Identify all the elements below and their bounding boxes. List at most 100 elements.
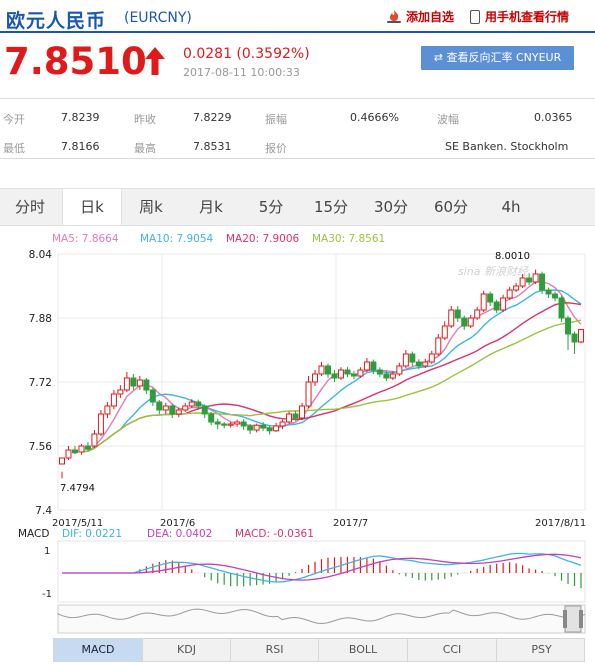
macd-panel: MACD DIF: 0.0221 DEA: 0.0402 MACD: -0.03… xyxy=(18,528,586,603)
indicator-tabs: MACD KDJ RSI BOLL CCI PSY xyxy=(53,638,585,662)
candle-body xyxy=(506,289,513,299)
kline-chart[interactable]: MA5: 7.8664 MA10: 7.9054 MA20: 7.9006 MA… xyxy=(0,228,595,638)
add-favorite-button[interactable]: 添加自选 xyxy=(386,8,454,25)
tab-60min[interactable]: 60分 xyxy=(433,198,469,216)
candle-body xyxy=(59,457,65,465)
macd-title: MACD xyxy=(18,528,49,540)
ma20-legend: MA20: 7.9006 xyxy=(226,233,300,245)
ma5-legend: MA5: 7.8664 xyxy=(52,233,119,245)
candle-body xyxy=(539,273,546,291)
currency-code: (EURCNY) xyxy=(124,10,192,26)
candle-body xyxy=(363,361,370,371)
x-tick-1: 2017/6 xyxy=(160,518,195,529)
candle-body xyxy=(188,401,195,407)
candle-body xyxy=(299,405,306,419)
macd-legend: MACD: -0.0361 xyxy=(235,528,314,540)
tab-macd[interactable]: MACD xyxy=(54,639,143,661)
dea-legend: DEA: 0.0402 xyxy=(147,528,212,540)
tab-daily[interactable]: 日k xyxy=(62,189,122,225)
candle-body xyxy=(71,449,78,454)
hist-range-window xyxy=(564,605,582,633)
candle-body xyxy=(97,413,104,435)
up-arrow-icon xyxy=(145,47,165,75)
candle-body xyxy=(78,445,85,453)
candle-body xyxy=(253,424,260,431)
candle-body xyxy=(221,423,228,426)
candle-body xyxy=(441,325,448,339)
candle-body xyxy=(493,301,500,311)
candle-body xyxy=(208,413,215,423)
candle-body xyxy=(312,373,319,383)
tab-30min[interactable]: 30分 xyxy=(373,198,409,216)
amplitude-label: 振幅 xyxy=(265,113,287,126)
candle-body xyxy=(344,369,351,375)
candle-body xyxy=(149,389,156,403)
candle-body xyxy=(123,377,130,391)
candle-body xyxy=(519,277,526,287)
hist-frame xyxy=(57,604,586,634)
current-price: 7.8510 xyxy=(4,40,147,83)
candle-body xyxy=(292,413,299,419)
tab-psy[interactable]: PSY xyxy=(531,643,552,656)
open-label: 今开 xyxy=(3,113,25,126)
candle-body xyxy=(169,405,176,415)
candle-body xyxy=(331,373,338,379)
candle-body xyxy=(376,369,383,375)
amplitude-value: 0.4666% xyxy=(350,111,399,124)
candle-body xyxy=(91,433,98,447)
candle-body xyxy=(402,353,409,367)
range-value: 0.0365 xyxy=(534,111,573,124)
stats-bottom-divider xyxy=(0,158,595,159)
y-tick-label: 8.04 xyxy=(29,249,53,261)
hist-line xyxy=(57,608,586,625)
dea-line xyxy=(62,553,582,581)
low-label: 最低 xyxy=(3,142,25,155)
sina-watermark: sina 新浪财经 xyxy=(458,265,529,278)
hist-handle-left xyxy=(563,610,567,628)
x-tick-3: 2017/8/11 xyxy=(535,518,586,529)
candle-body xyxy=(578,329,584,343)
tab-rsi[interactable]: RSI xyxy=(231,639,319,661)
quote-source-label: 报价 xyxy=(265,142,287,155)
tab-15min[interactable]: 15分 xyxy=(313,198,349,216)
ma30-line xyxy=(81,319,582,453)
tab-kdj[interactable]: KDJ xyxy=(143,639,231,661)
candle-body xyxy=(266,427,273,432)
tab-4h[interactable]: 4h xyxy=(501,198,521,216)
candle-body xyxy=(117,389,124,395)
candle-body xyxy=(389,373,396,379)
tab-monthly[interactable]: 月k xyxy=(199,198,223,216)
candle-body xyxy=(175,409,182,415)
candle-body xyxy=(435,337,442,355)
add-favorite-label: 添加自选 xyxy=(406,10,455,24)
candle-body xyxy=(136,379,143,387)
candle-body xyxy=(545,289,552,295)
candle-body xyxy=(454,309,461,319)
candle-body xyxy=(461,317,468,327)
tab-boll[interactable]: BOLL xyxy=(319,639,408,661)
candle-body xyxy=(162,405,169,411)
reverse-rate-button[interactable]: ⇄ 查看反向汇率 CNYEUR xyxy=(421,46,574,70)
candle-body xyxy=(130,377,137,387)
ma10-legend: MA10: 7.9054 xyxy=(140,233,214,245)
y-tick-label: 7.88 xyxy=(29,313,52,325)
candle-body xyxy=(156,401,163,411)
tab-cci[interactable]: CCI xyxy=(408,639,497,661)
hist-handle-right xyxy=(579,610,583,628)
tab-5min[interactable]: 5分 xyxy=(258,198,284,216)
tab-weekly[interactable]: 周k xyxy=(139,198,163,216)
candle-body xyxy=(409,353,416,363)
y-axis: 8.04 7.88 7.72 7.56 7.4 xyxy=(29,249,53,517)
candle-body xyxy=(240,421,247,427)
candle-body xyxy=(195,401,202,407)
candle-body xyxy=(286,413,293,423)
candle-body xyxy=(500,297,507,311)
tab-intraday[interactable]: 分时 xyxy=(14,198,45,216)
candle-body xyxy=(350,373,357,377)
candle-body xyxy=(337,369,344,379)
candle-body xyxy=(474,309,481,319)
mobile-view-button[interactable]: 用手机查看行情 xyxy=(470,8,569,25)
candle-body xyxy=(84,445,91,450)
macd-ytick-top: 1 xyxy=(44,546,50,557)
candle-body xyxy=(273,425,280,432)
